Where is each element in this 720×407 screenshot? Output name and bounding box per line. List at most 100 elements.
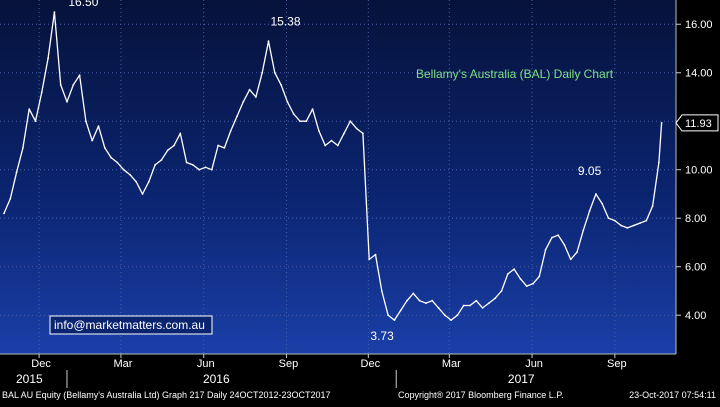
price-point — [576, 251, 578, 254]
price-point — [380, 290, 383, 292]
price-point — [607, 217, 610, 220]
price-point — [135, 180, 138, 183]
price-point — [660, 122, 663, 124]
x-year-label: 2016 — [203, 372, 230, 386]
price-point — [506, 273, 509, 275]
price-point — [563, 244, 566, 246]
y-tick-label: 14.00 — [685, 68, 713, 80]
price-point — [538, 275, 541, 278]
x-year-label: 2015 — [16, 372, 43, 386]
footer-left: BAL AU Equity (Bellamy's Australia Ltd) … — [2, 390, 331, 400]
price-point — [59, 84, 62, 86]
price-point — [160, 159, 163, 161]
y-tick-label: 6.00 — [685, 262, 706, 274]
price-point — [532, 282, 534, 285]
price-point — [185, 161, 188, 164]
price-point — [286, 100, 289, 103]
price-point — [418, 299, 421, 302]
price-point — [66, 100, 68, 103]
annotation-label: 16.50 — [68, 0, 98, 9]
price-point — [103, 147, 106, 149]
price-point — [28, 108, 31, 110]
price-point — [204, 166, 207, 169]
annotation-label: 15.38 — [270, 14, 300, 28]
x-tick-label: Jun — [525, 358, 543, 370]
footer-right: 23-Oct-2017 07:54:11 — [629, 390, 716, 400]
price-point — [443, 314, 446, 317]
price-point — [154, 164, 157, 166]
price-point — [91, 139, 94, 142]
price-point — [437, 307, 440, 309]
price-point — [324, 144, 327, 147]
price-point — [330, 139, 333, 142]
price-point — [481, 307, 484, 309]
price-point — [355, 127, 358, 130]
price-point — [462, 304, 465, 307]
price-point — [229, 130, 232, 132]
price-point — [22, 147, 24, 149]
watermark-box: info@marketmatters.com.au — [49, 315, 213, 335]
x-tick-label: Jun — [197, 358, 215, 370]
price-point — [318, 130, 320, 132]
price-point — [456, 314, 459, 317]
price-point — [9, 197, 12, 200]
price-point — [469, 304, 471, 307]
price-point — [267, 40, 270, 43]
chart-title: Bellamy's Australia (BAL) Daily Chart — [416, 67, 614, 81]
price-point — [475, 299, 478, 302]
price-point — [632, 224, 635, 227]
price-point — [387, 314, 389, 317]
price-point — [620, 224, 622, 227]
y-tick-label: 4.00 — [685, 310, 706, 322]
x-tick-label: Dec — [31, 358, 51, 370]
price-point — [525, 285, 528, 287]
grid — [0, 0, 676, 354]
x-tick-label: Sep — [607, 358, 627, 370]
price-point — [78, 74, 81, 77]
price-point — [242, 100, 245, 103]
price-point — [374, 253, 377, 256]
price-point — [97, 125, 100, 127]
price-point — [223, 147, 226, 149]
x-tick-label: Sep — [279, 358, 299, 370]
x-tick-label: Mar — [442, 358, 461, 370]
price-point — [129, 173, 131, 176]
price-point — [305, 120, 308, 123]
price-point — [601, 202, 604, 205]
price-point — [613, 219, 616, 222]
x-tick-label: Dec — [361, 358, 381, 370]
price-line — [3, 11, 663, 321]
price-point — [236, 115, 238, 118]
y-tick-label: 8.00 — [685, 213, 706, 225]
price-point — [280, 84, 282, 86]
watermark-text: info@marketmatters.com.au — [54, 318, 205, 332]
price-point — [248, 88, 251, 91]
price-point — [261, 71, 264, 74]
price-point — [349, 120, 352, 123]
price-point — [450, 319, 452, 321]
x-year-label: 2017 — [508, 372, 535, 386]
annotation-label: 3.73 — [370, 329, 394, 343]
price-point — [47, 57, 49, 60]
price-point — [116, 161, 119, 164]
price-point — [639, 222, 641, 225]
price-point — [141, 193, 144, 195]
price-point — [166, 149, 169, 152]
price-point — [651, 205, 654, 208]
price-point — [626, 227, 629, 229]
price-point — [53, 11, 56, 14]
price-point — [595, 193, 597, 195]
price-point — [488, 302, 490, 304]
price-point — [173, 144, 175, 147]
x-tick-label: Mar — [113, 358, 132, 370]
price-point — [431, 299, 434, 302]
price-point — [15, 171, 18, 174]
footer: BAL AU Equity (Bellamy's Australia Ltd) … — [0, 388, 720, 402]
plot-area — [0, 0, 676, 354]
price-point — [412, 292, 415, 295]
price-point — [588, 210, 591, 212]
y-tick-label: 16.00 — [685, 19, 713, 31]
price-point — [393, 319, 396, 321]
price-point — [147, 180, 150, 183]
price-point — [110, 156, 112, 159]
